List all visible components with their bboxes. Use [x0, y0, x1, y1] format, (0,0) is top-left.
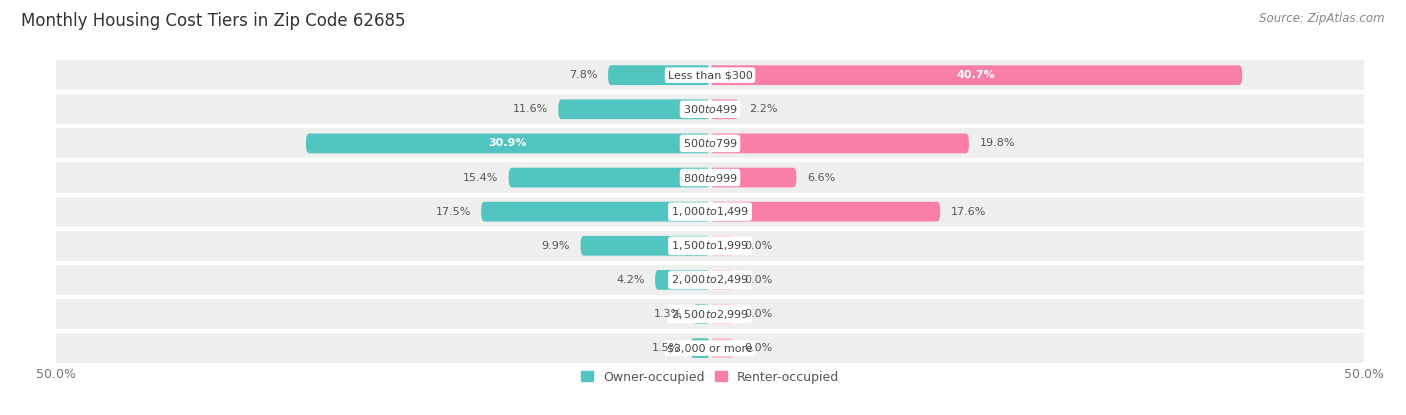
Bar: [56, 195, 1364, 229]
Text: 30.9%: 30.9%: [489, 139, 527, 149]
FancyBboxPatch shape: [481, 202, 710, 222]
FancyBboxPatch shape: [509, 168, 710, 188]
Bar: [56, 161, 1364, 195]
Text: 0.0%: 0.0%: [744, 275, 772, 285]
Bar: [56, 229, 1364, 263]
Text: 9.9%: 9.9%: [541, 241, 569, 251]
Text: 11.6%: 11.6%: [513, 104, 548, 114]
FancyBboxPatch shape: [710, 134, 969, 153]
Text: Source: ZipAtlas.com: Source: ZipAtlas.com: [1260, 12, 1385, 25]
Text: $2,500 to $2,999: $2,500 to $2,999: [671, 308, 749, 320]
Text: 6.6%: 6.6%: [807, 173, 835, 183]
Bar: [56, 331, 1364, 365]
Text: $500 to $799: $500 to $799: [682, 137, 738, 149]
FancyBboxPatch shape: [710, 168, 796, 188]
FancyBboxPatch shape: [607, 65, 710, 85]
FancyBboxPatch shape: [581, 236, 710, 256]
Text: $1,000 to $1,499: $1,000 to $1,499: [671, 205, 749, 218]
Text: 4.2%: 4.2%: [616, 275, 644, 285]
Legend: Owner-occupied, Renter-occupied: Owner-occupied, Renter-occupied: [581, 371, 839, 383]
FancyBboxPatch shape: [710, 304, 734, 324]
FancyBboxPatch shape: [710, 338, 734, 358]
Bar: [56, 263, 1364, 297]
FancyBboxPatch shape: [690, 338, 710, 358]
Text: 2.2%: 2.2%: [749, 104, 778, 114]
FancyBboxPatch shape: [558, 99, 710, 119]
Text: 17.5%: 17.5%: [436, 207, 471, 217]
FancyBboxPatch shape: [307, 134, 710, 153]
FancyBboxPatch shape: [710, 270, 734, 290]
Text: $300 to $499: $300 to $499: [682, 103, 738, 115]
Text: Monthly Housing Cost Tiers in Zip Code 62685: Monthly Housing Cost Tiers in Zip Code 6…: [21, 12, 405, 30]
Bar: [56, 92, 1364, 126]
Text: 19.8%: 19.8%: [980, 139, 1015, 149]
FancyBboxPatch shape: [710, 236, 734, 256]
Text: 1.5%: 1.5%: [652, 343, 681, 353]
Text: $800 to $999: $800 to $999: [682, 171, 738, 183]
Text: 15.4%: 15.4%: [463, 173, 498, 183]
Text: $2,000 to $2,499: $2,000 to $2,499: [671, 273, 749, 286]
Text: 7.8%: 7.8%: [569, 70, 598, 80]
Text: $3,000 or more: $3,000 or more: [668, 343, 752, 353]
Text: 17.6%: 17.6%: [950, 207, 986, 217]
Text: 0.0%: 0.0%: [744, 241, 772, 251]
Bar: [56, 58, 1364, 92]
FancyBboxPatch shape: [655, 270, 710, 290]
Text: 40.7%: 40.7%: [957, 70, 995, 80]
Text: 0.0%: 0.0%: [744, 343, 772, 353]
FancyBboxPatch shape: [710, 99, 738, 119]
Text: 0.0%: 0.0%: [744, 309, 772, 319]
Text: $1,500 to $1,999: $1,500 to $1,999: [671, 239, 749, 252]
FancyBboxPatch shape: [710, 65, 1243, 85]
Bar: [56, 297, 1364, 331]
FancyBboxPatch shape: [710, 202, 941, 222]
Text: 1.3%: 1.3%: [654, 309, 682, 319]
FancyBboxPatch shape: [693, 304, 710, 324]
Bar: [56, 126, 1364, 161]
Text: Less than $300: Less than $300: [668, 70, 752, 80]
